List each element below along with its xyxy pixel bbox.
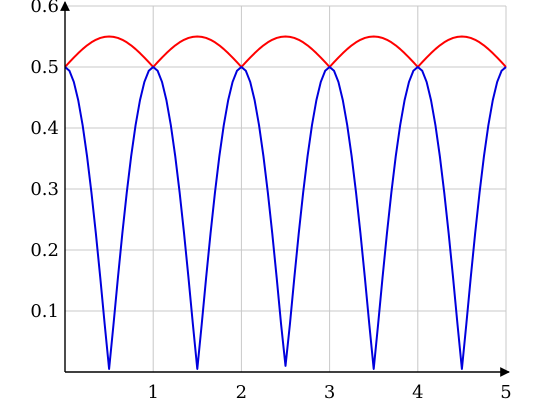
axes (60, 1, 510, 377)
x-tick-label-2: 2 (236, 382, 247, 400)
tick-labels: 1 2 3 4 5 0.1 0.2 0.3 0.4 0.5 0.6 (30, 0, 511, 400)
x-tick-label-3: 3 (324, 382, 335, 400)
y-tick-label-0.5: 0.5 (30, 57, 59, 78)
grid (65, 5, 507, 372)
x-tick-label-1: 1 (147, 382, 158, 400)
y-tick-label-0.1: 0.1 (30, 301, 59, 322)
plot-area (64, 35, 507, 370)
series-line-1 (64, 35, 507, 68)
x-tick-label-4: 4 (412, 382, 423, 400)
y-tick-label-0.2: 0.2 (30, 240, 59, 261)
y-tick-label-0.4: 0.4 (30, 118, 59, 139)
series-line-2 (64, 66, 507, 370)
y-tick-label-0.6: 0.6 (30, 0, 59, 17)
y-tick-label-0.3: 0.3 (30, 179, 59, 200)
x-tick-label-5: 5 (500, 382, 511, 400)
